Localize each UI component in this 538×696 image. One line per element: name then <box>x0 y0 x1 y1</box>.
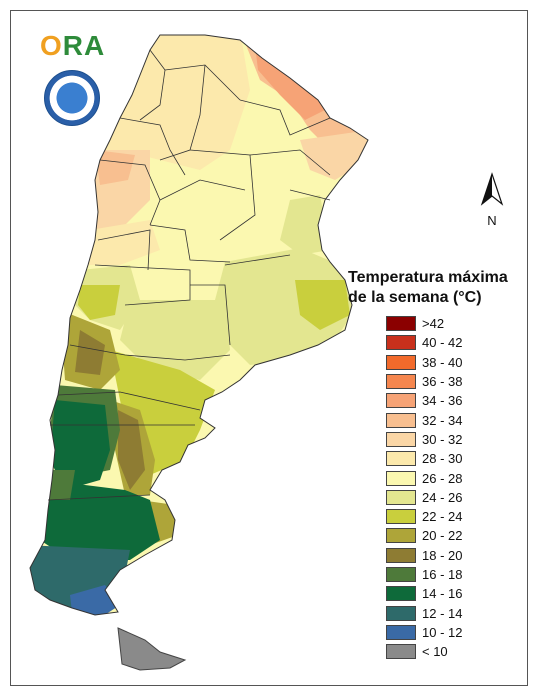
legend-label: 34 - 36 <box>422 393 463 409</box>
ora-logo: ORA <box>40 30 106 61</box>
legend-label: 12 - 14 <box>422 605 463 621</box>
legend-swatch <box>386 412 416 428</box>
legend-label: 22 - 24 <box>422 509 463 525</box>
legend-item: >42 <box>386 314 508 333</box>
legend-label: 10 - 12 <box>422 624 463 640</box>
legend-label: 38 - 40 <box>422 354 463 370</box>
legend-swatch <box>386 374 416 390</box>
legend-title-line2: de la semana (°C) <box>348 289 482 306</box>
legend-item: 38 - 40 <box>386 353 508 372</box>
legend-item: 10 - 12 <box>386 623 508 642</box>
legend-item: 36 - 38 <box>386 372 508 391</box>
legend-item: 28 - 30 <box>386 449 508 468</box>
legend-swatch <box>386 567 416 582</box>
legend-label: 24 - 26 <box>422 489 463 505</box>
legend-swatch <box>386 335 416 351</box>
legend-swatch <box>386 393 416 409</box>
tierra-del-fuego <box>117 627 187 671</box>
legend-swatch <box>386 354 416 370</box>
legend-swatch <box>386 605 416 621</box>
legend-swatch <box>386 470 416 486</box>
legend-label: 20 - 22 <box>422 528 463 544</box>
north-arrow: N <box>480 172 504 228</box>
legend-label: 36 - 38 <box>422 374 463 390</box>
legend-item: 30 - 32 <box>386 430 508 449</box>
smn-seal-logo <box>44 70 100 126</box>
legend-item: < 10 <box>386 642 508 661</box>
legend-swatch <box>386 431 416 447</box>
legend-swatch <box>386 451 416 467</box>
legend-label: 28 - 30 <box>422 451 463 467</box>
legend-item: 12 - 14 <box>386 603 508 622</box>
north-arrow-icon <box>480 172 504 206</box>
legend-label: 18 - 20 <box>422 547 463 563</box>
legend-swatch <box>386 316 416 332</box>
legend-label: 26 - 28 <box>422 470 463 486</box>
legend-item: 26 - 28 <box>386 468 508 487</box>
legend-item: 24 - 26 <box>386 488 508 507</box>
legend-item: 18 - 20 <box>386 546 508 565</box>
legend-item: 14 - 16 <box>386 584 508 603</box>
legend-swatch <box>386 528 416 544</box>
legend-item: 40 - 42 <box>386 333 508 352</box>
legend-label: 32 - 34 <box>422 412 463 428</box>
legend-swatch <box>386 509 416 525</box>
north-label: N <box>487 213 497 228</box>
legend-label: >42 <box>422 316 445 332</box>
legend-swatch <box>386 489 416 505</box>
legend-label: < 10 <box>422 644 448 660</box>
legend: Temperatura máxima de la semana (°C) >42… <box>348 268 508 661</box>
legend-item: 20 - 22 <box>386 526 508 545</box>
legend-label: 30 - 32 <box>422 431 463 447</box>
legend-swatch <box>386 547 416 563</box>
legend-item: 34 - 36 <box>386 391 508 410</box>
legend-label: 16 - 18 <box>422 567 463 582</box>
legend-item: 32 - 34 <box>386 410 508 429</box>
legend-label: 14 - 16 <box>422 586 463 602</box>
legend-list: >42 40 - 42 38 - 40 36 - 38 34 - 36 32 - 34 30… <box>386 314 508 661</box>
legend-title-line1: Temperatura máxima <box>348 269 508 286</box>
province-boundaries <box>47 49 331 501</box>
legend-item: 22 - 24 <box>386 507 508 526</box>
legend-swatch <box>386 644 416 660</box>
legend-item: 16 - 18 <box>386 565 508 584</box>
legend-swatch <box>386 586 416 602</box>
legend-swatch <box>386 624 416 640</box>
legend-label: 40 - 42 <box>422 335 463 351</box>
